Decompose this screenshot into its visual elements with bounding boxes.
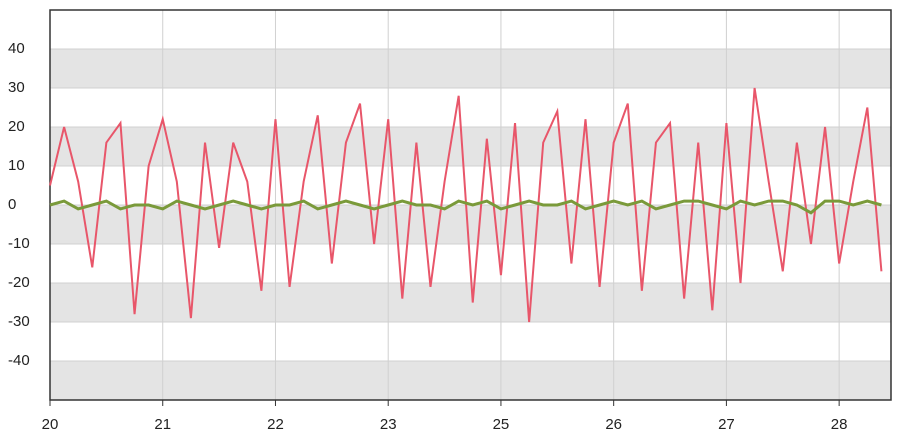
x-tick-label: 28	[831, 416, 848, 433]
x-tick-label: 22	[267, 416, 284, 433]
y-tick-label: 0	[8, 196, 16, 213]
grid-band	[50, 361, 891, 400]
series-line	[49, 87, 883, 323]
x-tick-label: 25	[493, 416, 510, 433]
grid-band	[50, 205, 891, 244]
x-tick-label: 26	[605, 416, 622, 433]
grid-band	[50, 49, 891, 88]
y-tick-label: -30	[8, 313, 30, 330]
x-tick-label: 21	[154, 416, 171, 433]
x-tick-label: 23	[380, 416, 397, 433]
y-tick-label: 10	[8, 157, 25, 174]
y-tick-label: -40	[8, 352, 30, 369]
y-tick-label: -10	[8, 235, 30, 252]
grid-band	[50, 283, 891, 322]
x-tick-label: 20	[42, 416, 59, 433]
y-tick-label: -20	[8, 274, 30, 291]
y-tick-label: 30	[8, 79, 25, 96]
y-tick-label: 20	[8, 118, 25, 135]
series-line	[49, 199, 882, 215]
x-tick-label: 27	[718, 416, 735, 433]
y-tick-label: 40	[8, 40, 25, 57]
